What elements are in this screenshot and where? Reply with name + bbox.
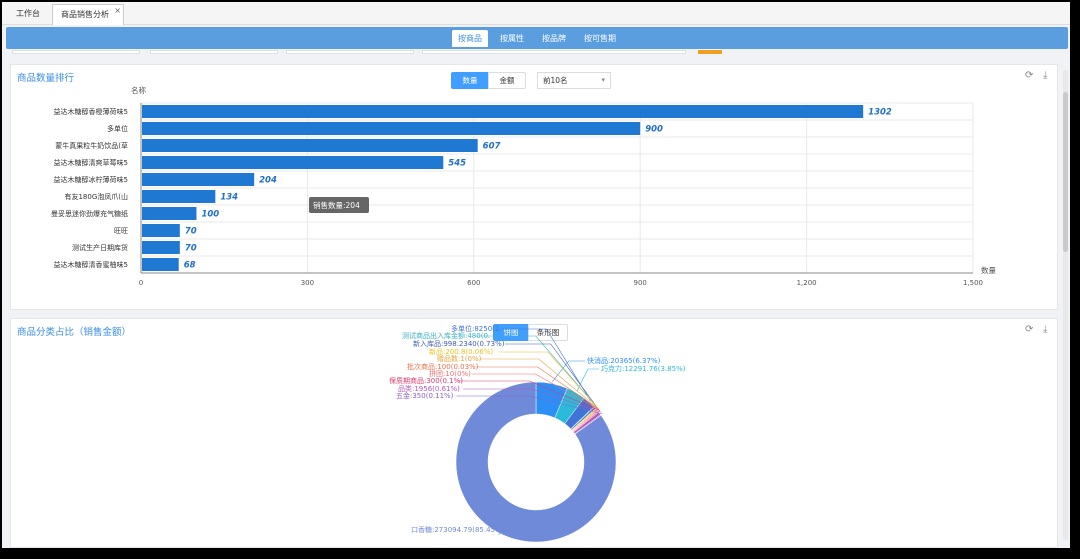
scrollbar-thumb[interactable] [1063,92,1068,252]
bar-value-label: 134 [220,193,238,203]
nav-by-product[interactable]: 按商品 [452,30,488,47]
bar[interactable] [142,258,179,271]
refresh-icon[interactable]: ⟳ [1025,70,1034,81]
slice-label: 拼团:10(0%) [429,369,471,378]
app-window: 工作台 商品销售分析 × 按商品 按属性 按品牌 按可售期 商品数量排行 数量 … [2,2,1070,548]
slice-label: 保质期商品:300(0.1%) [389,376,463,385]
x-tick-label: 1,200 [797,279,817,287]
category-donut-chart: 口香糖:273094.79(85.45%) 快消品:20365(6.37%)巧克力… [389,324,686,543]
bar-value-label: 68 [184,261,196,271]
rank-title: 商品数量排行 [17,73,75,84]
slice-leader-line [505,343,597,407]
bar-value-label: 1302 [868,108,892,118]
bar[interactable] [142,190,216,203]
category-label: 多单位 [107,124,128,133]
slice-label: 多单位:8250(2. [451,324,502,333]
rank-toggle-amount[interactable]: 金额 [488,72,526,89]
category-label: 蒙牛真果粒牛奶饮品(草 [55,141,128,150]
slice-leader-line [476,366,599,410]
tab-bar: 工作台 商品销售分析 × [2,2,1070,25]
bar[interactable] [142,224,180,237]
analysis-nav: 按商品 按属性 按品牌 按可售期 [6,27,1068,49]
bar-value-label: 900 [645,125,663,135]
bar-value-label: 100 [201,210,219,220]
top-n-select-value: 前10名 [543,76,568,85]
bar[interactable] [142,139,478,152]
tooltip-text: 销售数量:204 [313,200,360,210]
bar[interactable] [142,241,180,254]
bar[interactable] [142,156,444,169]
filter-field[interactable] [12,50,140,54]
bar[interactable] [142,105,864,118]
filter-field[interactable] [286,50,414,54]
chevron-down-icon: ▾ [601,76,605,84]
x-tick-label: 300 [301,279,314,287]
tab-sales-analysis-label: 商品销售分析 [61,10,109,19]
download-icon[interactable]: ⤓ [1043,70,1048,81]
slice-label: 赠品数:1(0%) [437,354,482,363]
slice-label: 口香糖:273094.79(85.45%) [411,525,505,534]
share-title: 商品分类占比（销售金额） [17,327,132,338]
slice-leader-line [458,380,600,411]
share-toggle-bar[interactable]: 条形图 [528,324,568,341]
slice-label: 品类:1956(0.61%) [398,384,460,393]
x-tick-label: 600 [467,279,480,287]
top-n-select[interactable]: 前10名 ▾ [537,72,611,89]
slice-leader-line [471,373,600,411]
bar[interactable] [142,207,197,220]
slice-leader-line [498,351,598,408]
category-label: 测试生产日期库货 [72,243,128,252]
slice-label: 五金:350(0.11%) [396,391,454,400]
slice-leader-line [552,360,585,382]
refresh-icon[interactable]: ⟳ [1025,324,1034,335]
bar-value-label: 70 [185,244,197,254]
slice-label: 批次商品:100(0.03%) [407,362,479,371]
slice-label: 新品:200.8(0.06%) [429,347,493,356]
slice-leader-line [498,529,508,536]
slice-leader-line [502,328,591,401]
slice-leader-line [479,358,599,409]
scrollbar-track[interactable] [1063,70,1068,540]
nav-by-sellable-period[interactable]: 按可售期 [584,34,616,43]
close-icon[interactable]: × [114,6,121,15]
share-panel: 商品分类占比（销售金额） 饼图 条形图 ⟳ ⤓ 口香糖:273094.79(85… [10,318,1058,548]
tab-workbench[interactable]: 工作台 [16,9,40,18]
slice-leader-line [576,368,599,392]
filter-field[interactable] [422,50,686,54]
x-tick-label: 1,500 [963,279,983,287]
filter-button[interactable] [698,50,722,54]
category-label: 曼妥思迷你劲爆充气糖纸 [51,209,128,218]
slice-label: 测试商品出入库金额:480(0. [402,331,490,340]
filter-field[interactable] [150,50,278,54]
category-label: 益达木糖醇冰柠薄荷味5 [54,175,128,184]
x-axis-name: 数量 [981,265,996,275]
bar[interactable] [142,122,641,135]
bar-value-label: 607 [483,142,501,152]
category-label: 旺旺 [114,227,128,235]
tooltip: 销售数量:204 [309,197,369,213]
x-tick-label: 900 [634,279,647,287]
category-label: 益达木糖醇清香蜜柚味5 [54,260,128,269]
tab-sales-analysis[interactable]: 商品销售分析 × [52,4,124,25]
category-label: 益达木糖醇清爽草莓味5 [54,158,128,167]
bar[interactable] [142,173,255,186]
download-icon[interactable]: ⤓ [1043,324,1048,335]
rank-panel: 商品数量排行 数量 金额 前10名 ▾ ⟳ ⤓ 名称 数量 1302 900 607… [10,64,1058,310]
nav-by-brand[interactable]: 按品牌 [542,34,566,43]
y-axis-name: 名称 [131,85,146,95]
slice-leader-line [463,388,602,413]
slice-leader-line [476,335,596,406]
slice-leader-line [456,395,603,415]
slice-label: 快消品:20365(6.37%) [587,356,661,365]
nav-by-attribute[interactable]: 按属性 [500,34,524,43]
bar-value-label: 204 [259,176,277,186]
bar-value-label: 70 [185,227,197,237]
bar-value-label: 545 [448,159,466,169]
slice-label: 新入库品:998.2340(0.73%) [413,339,505,348]
category-label: 有友180G泡凤爪(山 [64,192,128,201]
category-label: 益达木糖醇香橙薄荷味5 [54,107,128,116]
slice-label: 巧克力:12291.76(3.85%) [601,364,686,373]
x-tick-label: 0 [139,279,143,287]
